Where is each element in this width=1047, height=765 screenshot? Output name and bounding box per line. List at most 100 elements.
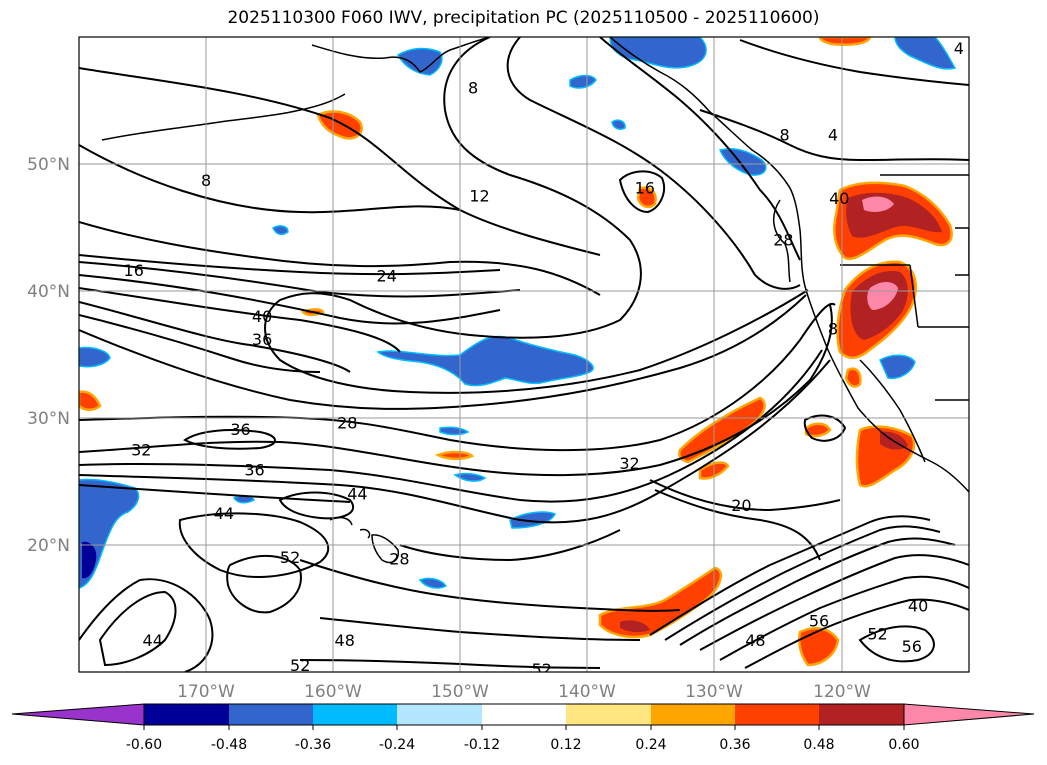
contour-line — [699, 109, 969, 162]
colorbar-segment — [566, 704, 651, 725]
coastlines — [101, 37, 969, 564]
precip-area — [272, 225, 289, 236]
contour-line — [299, 659, 601, 669]
colorbar-tick-label: 0.60 — [888, 737, 919, 753]
contour-line — [79, 359, 831, 524]
precip-area — [844, 367, 862, 388]
latitude-labels: 50°N 40°N 30°N 20°N — [27, 155, 70, 556]
precip-area — [598, 566, 723, 639]
contour-line — [79, 287, 401, 353]
contour-label: 44 — [347, 485, 367, 504]
contour-line — [278, 491, 355, 520]
contour-line — [79, 221, 601, 296]
colorbar-frame — [143, 703, 905, 726]
contour-label: 44 — [143, 631, 163, 650]
lon-label-150w: 150°W — [431, 682, 489, 702]
contour-label: 52 — [280, 548, 300, 567]
lat-label-20n: 20°N — [27, 536, 70, 556]
colorbar-segment — [651, 704, 735, 725]
contour-line — [719, 575, 969, 661]
contour-line — [649, 515, 931, 636]
contour-label: 32 — [619, 454, 639, 473]
coastline — [609, 37, 969, 493]
colorbar-tick-label: -0.12 — [464, 737, 500, 753]
contour-label: 28 — [337, 414, 357, 433]
colorbar-ticks — [143, 725, 905, 730]
contour-label: 16 — [635, 179, 655, 198]
colorbar: -0.60 -0.48 -0.36 -0.24 -0.12 0.12 0.24 … — [11, 703, 1035, 753]
lon-label-160w: 160°W — [304, 682, 362, 702]
precip-area — [818, 37, 872, 46]
contour-line — [264, 37, 809, 394]
contour-line — [858, 625, 935, 663]
contour-label: 56 — [809, 612, 829, 631]
coastline — [955, 227, 969, 276]
contour-line — [618, 170, 666, 214]
colorbar-tick-label: 0.24 — [635, 737, 666, 753]
colorbar-tick-label: -0.36 — [295, 737, 331, 753]
precip-area — [453, 472, 487, 482]
coastline — [371, 534, 400, 564]
contour-label: 12 — [469, 186, 489, 205]
precip-area — [867, 282, 898, 310]
contour-line — [178, 512, 330, 578]
coastline — [909, 264, 919, 328]
contour-label: 40 — [829, 189, 849, 208]
precip-positive-areas — [79, 37, 953, 667]
colorbar-segment — [819, 704, 904, 725]
contour-line — [679, 537, 956, 646]
coastline — [773, 199, 791, 283]
lat-label-30n: 30°N — [27, 409, 70, 429]
contour-label: 36 — [230, 420, 250, 439]
colorbar-segment — [144, 704, 229, 725]
contour-line — [739, 39, 969, 86]
precip-area — [434, 450, 475, 461]
contour-label: 28 — [389, 550, 409, 569]
longitude-labels: 170°W 160°W 150°W 140°W 130°W 120°W — [177, 682, 871, 702]
precip-area — [609, 37, 707, 69]
colorbar-segment — [735, 704, 819, 725]
contour-label: 28 — [773, 231, 793, 250]
contour-label: 8 — [780, 125, 790, 144]
contour-label: 20 — [731, 496, 751, 515]
precip-area — [718, 148, 767, 176]
contour-label: 16 — [124, 261, 144, 280]
lon-label-130w: 130°W — [685, 682, 743, 702]
precip-area — [894, 37, 957, 70]
precip-area — [79, 346, 111, 368]
colorbar-extend-max — [903, 703, 1035, 726]
gridlines — [79, 37, 969, 672]
contour-line — [699, 554, 969, 651]
colorbar-segment — [482, 704, 566, 725]
lon-label-120w: 120°W — [813, 682, 871, 702]
iwv-contours — [79, 37, 969, 672]
contour-line — [79, 302, 836, 452]
colorbar-segment — [229, 704, 313, 725]
contour-label: 44 — [214, 504, 234, 523]
colorbar-tick-label: -0.48 — [211, 737, 247, 753]
colorbar-extend-min — [11, 703, 145, 726]
contour-line — [649, 479, 841, 512]
contour-line — [79, 254, 501, 276]
coastline — [859, 359, 926, 463]
contour-label: 52 — [867, 624, 887, 643]
contour-line — [79, 301, 351, 373]
precip-area — [439, 426, 470, 436]
contour-line — [98, 590, 177, 667]
coastline — [359, 528, 371, 539]
contour-line — [79, 274, 501, 325]
lat-label-50n: 50°N — [27, 155, 70, 175]
contour-label: 48 — [745, 631, 765, 650]
map-frame — [78, 36, 970, 673]
precip-area — [376, 335, 594, 387]
colorbar-segment — [397, 704, 482, 725]
contour-label: 8 — [468, 78, 478, 97]
precip-area — [396, 47, 443, 76]
contour-label: 24 — [377, 266, 397, 285]
precip-area — [636, 186, 657, 209]
contour-line — [79, 578, 214, 672]
coastline — [311, 37, 491, 73]
lat-label-40n: 40°N — [27, 282, 70, 302]
